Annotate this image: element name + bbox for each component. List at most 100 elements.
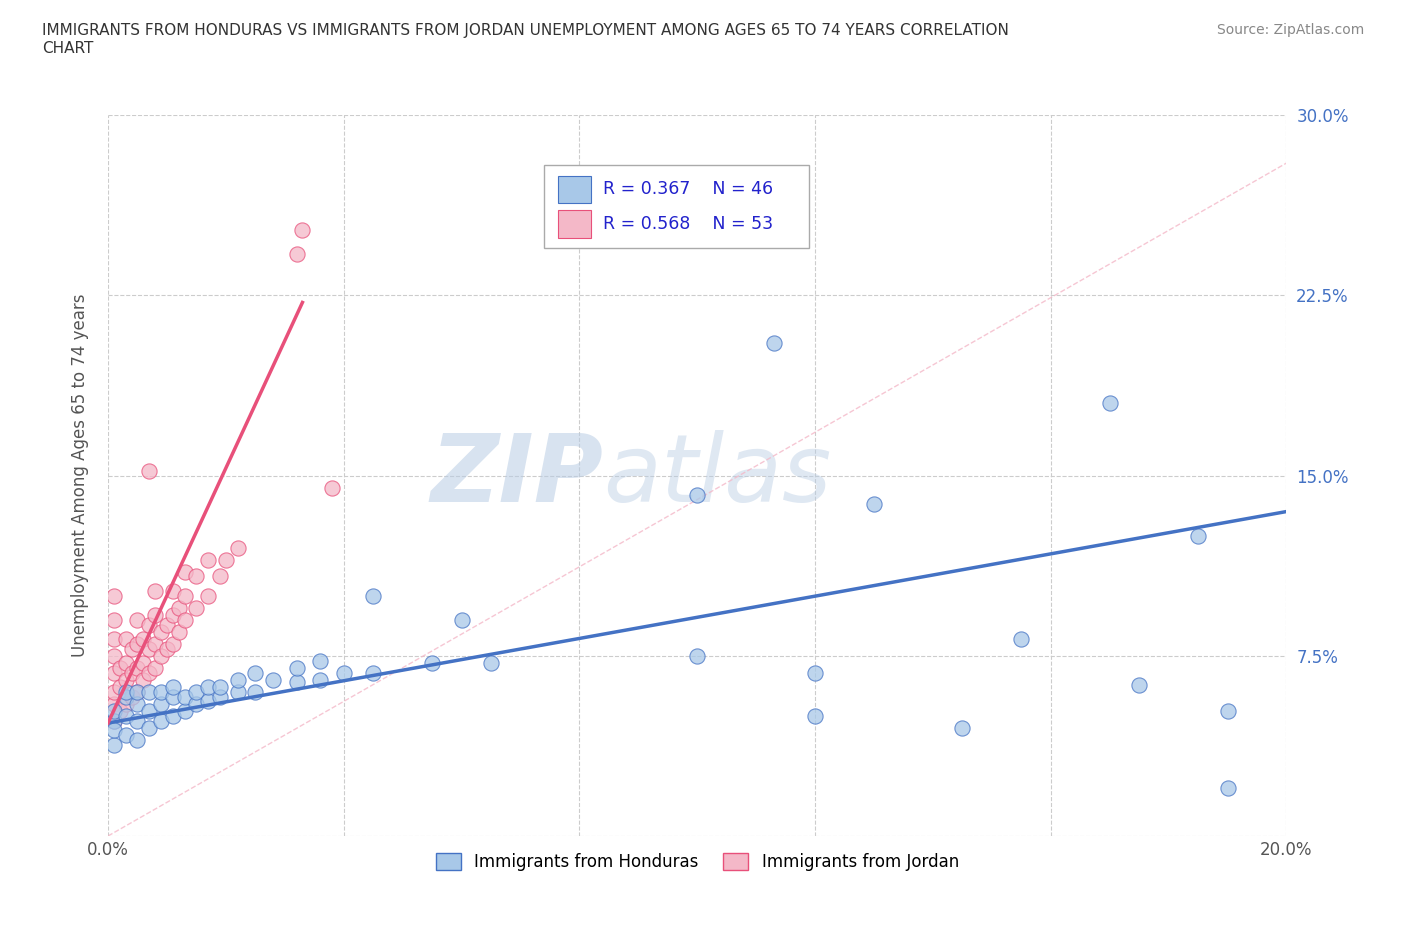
Point: [127, 660, 149, 675]
Point: [162, 680, 184, 695]
Point: [197, 680, 219, 695]
Text: ZIP: ZIP: [430, 430, 603, 522]
Point: [127, 697, 149, 711]
Point: [114, 684, 136, 699]
Point: [150, 648, 173, 663]
Point: [197, 694, 219, 709]
Point: [143, 583, 166, 598]
Point: [197, 589, 219, 604]
Point: [138, 641, 160, 656]
Point: [215, 552, 238, 567]
Point: [450, 612, 472, 627]
Point: [114, 672, 136, 687]
Point: [121, 689, 143, 704]
Point: [150, 713, 173, 728]
Point: [127, 733, 149, 748]
Point: [309, 672, 332, 687]
Point: [127, 636, 149, 651]
Point: [114, 727, 136, 742]
Point: [103, 684, 125, 699]
Point: [226, 684, 249, 699]
Point: [114, 631, 136, 646]
Point: [114, 689, 136, 704]
Point: [156, 618, 179, 632]
Point: [1187, 528, 1209, 543]
Point: [132, 631, 155, 646]
Point: [103, 612, 125, 627]
Point: [162, 607, 184, 622]
Point: [762, 336, 785, 351]
Text: R = 0.367    N = 46: R = 0.367 N = 46: [603, 180, 773, 198]
Point: [103, 713, 125, 728]
Point: [127, 684, 149, 699]
Point: [138, 721, 160, 736]
Point: [245, 684, 267, 699]
Point: [262, 672, 284, 687]
Point: [103, 631, 125, 646]
Point: [1010, 631, 1032, 646]
Point: [132, 672, 155, 687]
Point: [127, 684, 149, 699]
Point: [162, 583, 184, 598]
Point: [138, 665, 160, 680]
Point: [332, 665, 354, 680]
Point: [245, 665, 267, 680]
Point: [173, 704, 195, 719]
Text: Source: ZipAtlas.com: Source: ZipAtlas.com: [1216, 23, 1364, 37]
Point: [173, 612, 195, 627]
Point: [226, 540, 249, 555]
Point: [150, 697, 173, 711]
Point: [138, 704, 160, 719]
Point: [103, 697, 125, 711]
Point: [162, 689, 184, 704]
Point: [103, 713, 125, 728]
Point: [103, 737, 125, 752]
Text: atlas: atlas: [603, 430, 831, 521]
Point: [479, 656, 502, 671]
Point: [108, 680, 131, 695]
Point: [143, 660, 166, 675]
Text: R = 0.568    N = 53: R = 0.568 N = 53: [603, 215, 773, 232]
Point: [950, 721, 973, 736]
Point: [127, 612, 149, 627]
Point: [1128, 677, 1150, 692]
Point: [1216, 704, 1239, 719]
Point: [138, 463, 160, 478]
Point: [138, 618, 160, 632]
Point: [121, 665, 143, 680]
Point: [150, 624, 173, 639]
Point: [420, 656, 443, 671]
Point: [226, 672, 249, 687]
Point: [186, 684, 208, 699]
Point: [162, 636, 184, 651]
Y-axis label: Unemployment Among Ages 65 to 74 years: Unemployment Among Ages 65 to 74 years: [72, 294, 89, 658]
Point: [1216, 780, 1239, 795]
Point: [309, 653, 332, 668]
Point: [804, 709, 827, 724]
Point: [186, 600, 208, 615]
Point: [208, 689, 231, 704]
FancyBboxPatch shape: [544, 166, 810, 248]
Point: [167, 600, 190, 615]
Point: [108, 704, 131, 719]
Text: IMMIGRANTS FROM HONDURAS VS IMMIGRANTS FROM JORDAN UNEMPLOYMENT AMONG AGES 65 TO: IMMIGRANTS FROM HONDURAS VS IMMIGRANTS F…: [42, 23, 1010, 56]
Point: [103, 665, 125, 680]
Point: [108, 660, 131, 675]
Point: [804, 665, 827, 680]
Point: [114, 709, 136, 724]
Point: [361, 665, 384, 680]
Point: [103, 589, 125, 604]
Point: [121, 641, 143, 656]
Bar: [558, 176, 591, 203]
Point: [156, 641, 179, 656]
Point: [103, 704, 125, 719]
Point: [321, 480, 343, 495]
Point: [291, 223, 314, 238]
Point: [143, 607, 166, 622]
Legend: Immigrants from Honduras, Immigrants from Jordan: Immigrants from Honduras, Immigrants fro…: [429, 846, 966, 878]
Point: [167, 624, 190, 639]
Point: [173, 689, 195, 704]
Point: [197, 552, 219, 567]
Point: [208, 680, 231, 695]
Point: [173, 565, 195, 579]
